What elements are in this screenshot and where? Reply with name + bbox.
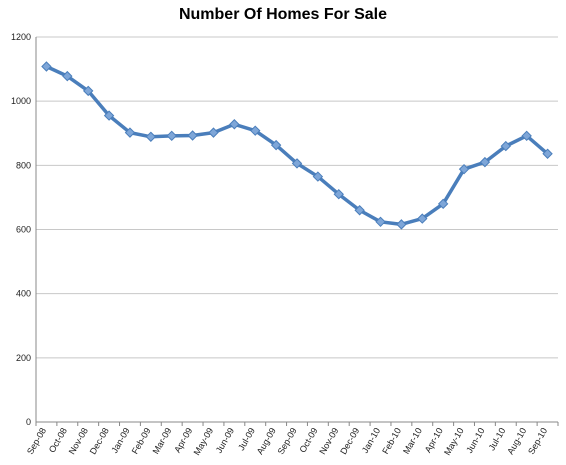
- data-point: [62, 70, 73, 82]
- x-tick-label: Oct-09: [297, 426, 319, 454]
- x-tick-label: Apr-10: [423, 426, 445, 454]
- y-tick-label: 1200: [11, 32, 31, 42]
- x-tick-label: Aug-10: [505, 426, 528, 456]
- x-tick-label: Feb-09: [130, 426, 153, 456]
- x-tick-label: Apr-09: [172, 426, 194, 454]
- data-point: [291, 158, 303, 169]
- x-tick-label: Jun-10: [464, 426, 486, 455]
- data-point: [312, 171, 324, 182]
- data-point: [41, 61, 52, 72]
- x-tick-label: Jun-09: [214, 426, 236, 455]
- data-point: [208, 127, 219, 138]
- x-tick-label: Mar-09: [151, 426, 174, 456]
- data-point: [542, 148, 553, 159]
- data-point: [437, 198, 449, 210]
- data-point: [250, 125, 261, 136]
- data-point: [166, 130, 177, 142]
- x-tick-label: May-10: [442, 426, 466, 457]
- x-tick-label: May-09: [192, 426, 216, 457]
- data-point: [458, 163, 470, 175]
- data-point: [229, 119, 240, 130]
- y-tick-label: 400: [16, 289, 31, 299]
- x-tick-label: Feb-10: [380, 426, 403, 456]
- data-point: [375, 216, 386, 228]
- data-point: [124, 127, 136, 138]
- x-tick-label: Sep-09: [276, 426, 299, 456]
- x-tick-label: Oct-08: [47, 426, 69, 454]
- x-tick-label: Sep-10: [526, 426, 549, 456]
- x-tick-label: Dec-08: [88, 426, 111, 456]
- data-point: [103, 110, 115, 121]
- series-line: [45, 64, 549, 227]
- x-tick-label: Nov-08: [67, 426, 90, 456]
- data-point: [479, 156, 491, 168]
- x-tick-label: Nov-09: [317, 426, 340, 456]
- data-point: [187, 130, 198, 141]
- y-tick-label: 0: [26, 417, 31, 427]
- y-tick-label: 600: [16, 225, 31, 235]
- data-point: [354, 205, 365, 216]
- x-tick-label: Aug-09: [255, 426, 278, 456]
- y-tick-label: 1000: [11, 96, 31, 106]
- data-point: [270, 139, 282, 151]
- chart-title: Number Of Homes For Sale: [178, 6, 388, 23]
- x-tick-label: Sep-08: [25, 426, 48, 456]
- data-point: [417, 213, 428, 224]
- data-point: [500, 140, 512, 152]
- x-tick-label: Dec-09: [338, 426, 361, 456]
- x-tick-label: Jan-09: [109, 426, 131, 455]
- data-point: [333, 189, 344, 200]
- x-tick-label: Jul-09: [236, 426, 257, 452]
- data-point: [521, 130, 532, 142]
- data-point: [145, 131, 157, 142]
- x-tick-label: Jan-10: [360, 426, 382, 455]
- x-tick-label: Jul-10: [487, 426, 508, 452]
- data-point: [82, 85, 94, 97]
- data-point: [396, 219, 407, 230]
- y-tick-label: 800: [16, 160, 31, 170]
- y-tick-label: 200: [16, 353, 31, 363]
- x-tick-label: Mar-10: [401, 426, 424, 456]
